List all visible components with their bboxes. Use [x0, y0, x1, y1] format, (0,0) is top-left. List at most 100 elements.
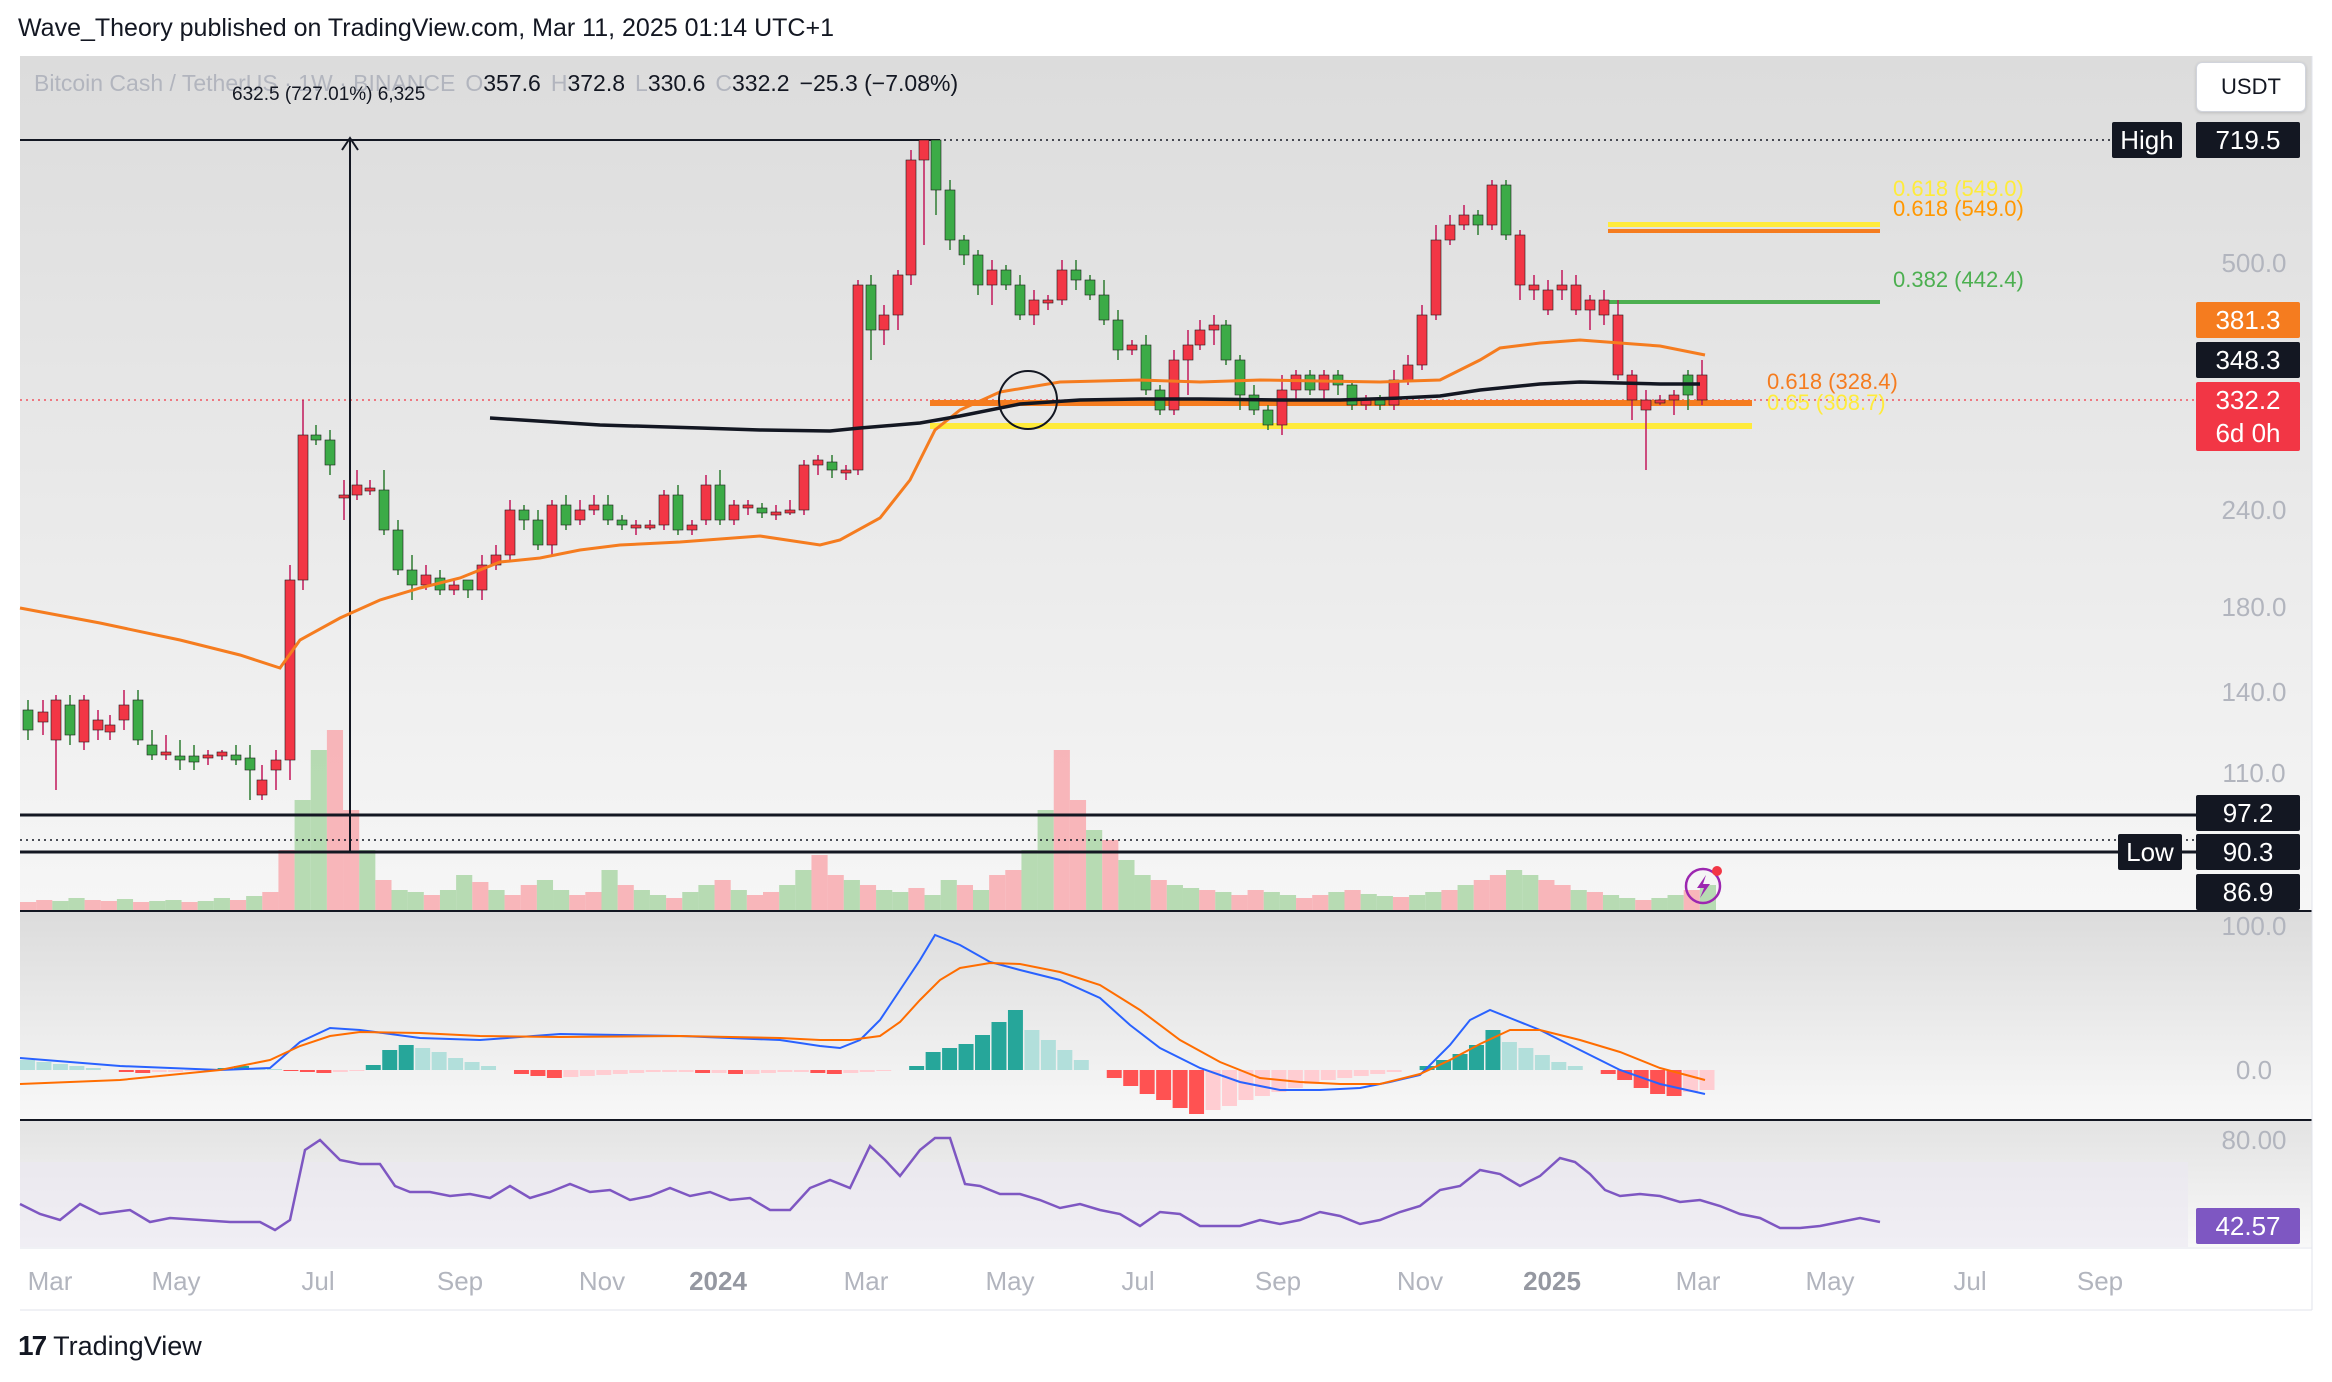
volume-bar — [391, 890, 408, 910]
x-tick-label: Nov — [1397, 1266, 1443, 1296]
rsi-value-badge — [2196, 1208, 2300, 1244]
time-axis[interactable]: Mar May Jul Sep Nov 2024 Mar May Jul Sep Nov 2025 Ma… — [28, 1266, 2124, 1296]
macd-histogram-bar — [744, 1070, 760, 1074]
volume-bar — [133, 902, 150, 910]
volume-bar — [1102, 840, 1119, 910]
macd-histogram-bar — [793, 1070, 809, 1072]
volume-bar — [1231, 895, 1248, 910]
volume-bar — [1473, 880, 1490, 910]
macd-histogram-bar — [645, 1070, 661, 1072]
macd-histogram-bar — [1024, 1030, 1040, 1070]
candle-body — [1182, 344, 1194, 361]
candle-body — [1570, 284, 1582, 311]
volume-bar — [1635, 900, 1652, 910]
volume-bar — [423, 895, 440, 910]
x-tick-label: Jul — [1953, 1266, 1986, 1296]
price-badge-value: 332.2 — [2215, 385, 2280, 415]
candle-body — [1042, 299, 1054, 304]
volume-bar — [1376, 896, 1393, 910]
candle-body — [297, 434, 309, 581]
price-badge-value: 86.9 — [2223, 877, 2274, 907]
macd-histogram-bar — [52, 1064, 68, 1070]
price-badge-value: 348.3 — [2215, 345, 2280, 375]
candle-body — [658, 494, 670, 526]
volume-bar — [149, 901, 166, 910]
fib-label-308: 0.65 (308.7) — [1767, 390, 1886, 415]
volume-bar — [439, 890, 457, 910]
volume-bar — [1586, 892, 1603, 910]
tradingview-footer[interactable]: 17 TradingView — [18, 1330, 202, 1362]
x-tick-label: Sep — [2077, 1266, 2123, 1296]
volume-bar — [310, 750, 327, 910]
candle-body — [518, 509, 530, 521]
candle-body — [742, 504, 754, 509]
volume-bar — [843, 880, 860, 910]
candle-body — [1234, 359, 1246, 396]
macd-histogram-bar — [415, 1048, 431, 1070]
volume-bar — [1489, 875, 1507, 910]
candles — [22, 139, 1708, 800]
price-axis[interactable]: 500.0 240.0 180.0 140.0 110.0 719.5 High 381.3 3… — [2112, 122, 2300, 910]
measure-label: 632.5 (727.01%) 6,325 — [232, 84, 426, 105]
x-tick-label: Sep — [437, 1266, 483, 1296]
fib-line-442 — [1608, 300, 1880, 304]
volume-bar — [278, 850, 295, 910]
fib-label-328: 0.618 (328.4) — [1767, 369, 1898, 394]
fib-label-442: 0.382 (442.4) — [1893, 267, 2024, 292]
macd-histogram-bar — [1650, 1070, 1666, 1094]
macd-histogram-bar — [530, 1070, 546, 1076]
volume-bar — [617, 885, 634, 910]
volume-bar — [940, 880, 957, 910]
macd-histogram-bar — [711, 1070, 727, 1073]
volume-bar — [827, 875, 844, 910]
ohlc-close: 332.2 — [732, 70, 790, 96]
macd-histogram-bar — [1189, 1070, 1205, 1114]
publisher-line: Wave_Theory published on TradingView.com… — [18, 14, 834, 42]
candle-body — [160, 751, 172, 756]
volume-bar — [666, 898, 683, 910]
candle-body — [1612, 314, 1624, 376]
candle-body — [392, 529, 404, 571]
candle-body — [118, 704, 130, 721]
candle-body — [1070, 269, 1082, 281]
volume-bar — [84, 900, 101, 910]
macd-histogram-bar — [464, 1062, 480, 1070]
macd-histogram-bar — [579, 1070, 595, 1076]
currency-button[interactable]: USDT — [2196, 62, 2306, 112]
candle-body — [1388, 379, 1400, 406]
volume-bar — [1344, 890, 1361, 910]
price-badge-value: 90.3 — [2223, 837, 2274, 867]
candle-body — [878, 314, 890, 331]
macd-histogram-bar — [942, 1048, 958, 1070]
candle-body — [50, 699, 62, 741]
macd-histogram-bar — [859, 1070, 875, 1072]
volume-bar — [181, 902, 198, 910]
volume-bar — [1069, 800, 1087, 910]
macd-histogram-bar — [1617, 1070, 1633, 1080]
macd-histogram-bar — [563, 1070, 579, 1077]
macd-histogram-bar — [810, 1070, 826, 1073]
price-badge-tag-label: Low — [2126, 837, 2174, 867]
volume-bar — [763, 892, 780, 910]
candle-body — [852, 284, 864, 471]
macd-histogram-bar — [1073, 1060, 1089, 1070]
candle-body — [476, 564, 488, 591]
candle-body — [216, 751, 228, 757]
macd-histogram-bar — [1123, 1070, 1139, 1086]
x-tick-label: Jul — [301, 1266, 334, 1296]
ohlc-label: L — [635, 70, 648, 96]
y-tick-label: 240.0 — [2221, 495, 2286, 525]
macd-histogram-bar — [1518, 1048, 1534, 1070]
volume-bar — [536, 880, 554, 910]
candle-body — [284, 579, 296, 761]
flash-icon[interactable] — [1684, 866, 1722, 905]
x-tick-label: Nov — [579, 1266, 625, 1296]
volume-bar — [20, 902, 37, 910]
symbol-name: Bitcoin Cash / TetherUS · 1W · BINANCE — [34, 70, 456, 96]
candle-body — [1444, 224, 1456, 241]
macd-histogram-bar — [925, 1052, 941, 1070]
candle-body — [930, 139, 942, 191]
candle-body — [1168, 359, 1180, 411]
macd-histogram-bar — [382, 1050, 398, 1070]
